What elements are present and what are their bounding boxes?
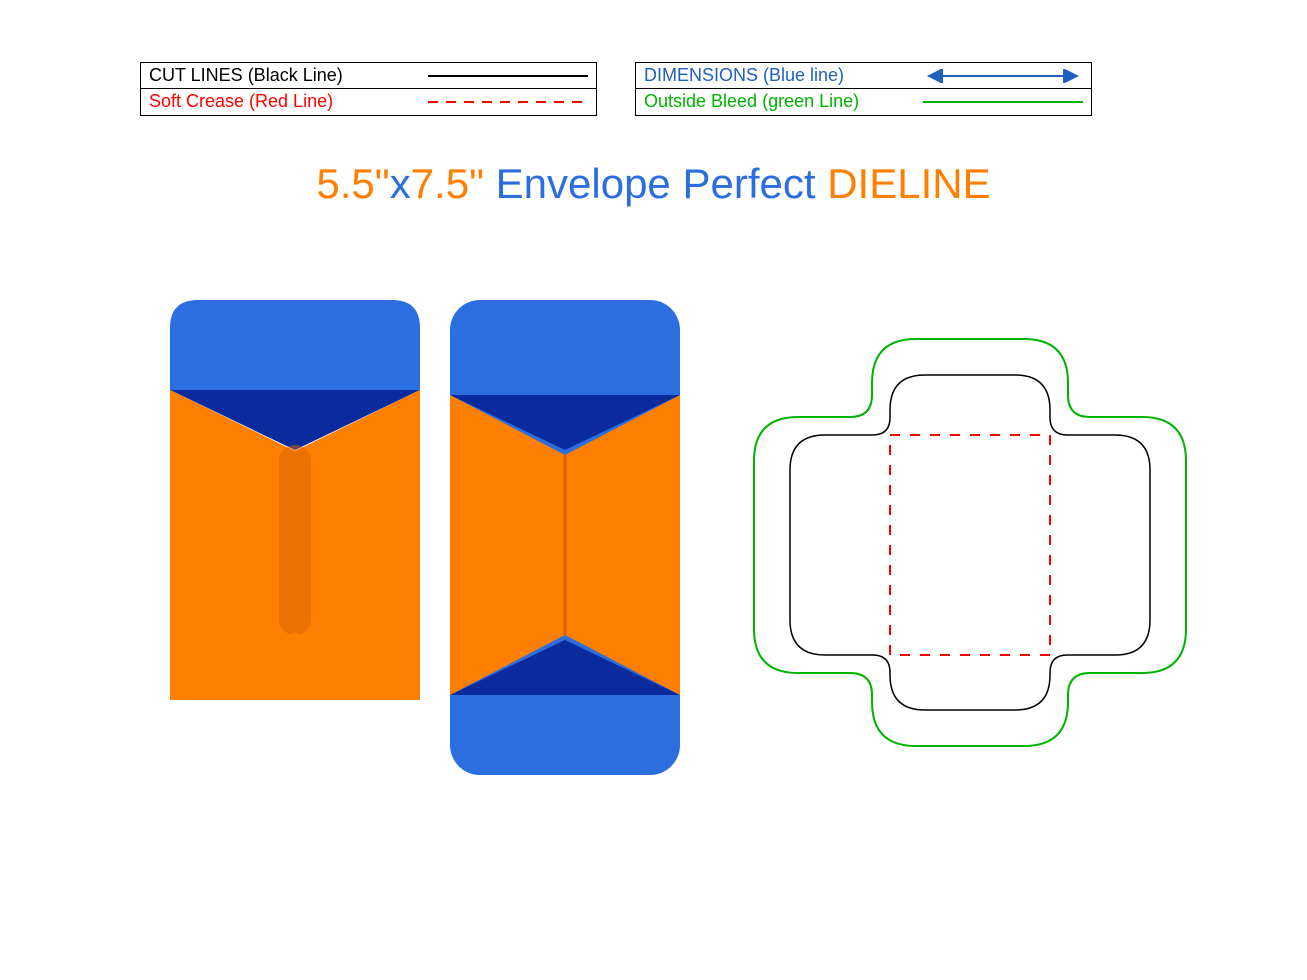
legend-row-cut: CUT LINES (Black Line) (141, 63, 596, 88)
legend-cut-sample (428, 66, 588, 86)
legend-bleed-sample (923, 92, 1083, 112)
legend-bleed-label: Outside Bleed (green Line) (644, 91, 923, 112)
page-title: 5.5"x7.5" Envelope Perfect DIELINE (0, 160, 1307, 208)
legend-box-left: CUT LINES (Black Line) Soft Crease (Red … (140, 62, 597, 116)
legend-crease-label: Soft Crease (Red Line) (149, 91, 428, 112)
legend-cut-label: CUT LINES (Black Line) (149, 65, 428, 86)
legend-row-dim: DIMENSIONS (Blue line) (636, 63, 1091, 88)
dieline-figures (0, 300, 1307, 860)
legend-crease-sample (428, 92, 588, 112)
legend-row-crease: Soft Crease (Red Line) (141, 88, 596, 114)
legend-row-bleed: Outside Bleed (green Line) (636, 88, 1091, 114)
legend-box-right: DIMENSIONS (Blue line) Outside Bleed (gr… (635, 62, 1092, 116)
legend-dim-sample (923, 66, 1083, 86)
figure-area (0, 300, 1307, 860)
legend-dim-label: DIMENSIONS (Blue line) (644, 65, 923, 86)
